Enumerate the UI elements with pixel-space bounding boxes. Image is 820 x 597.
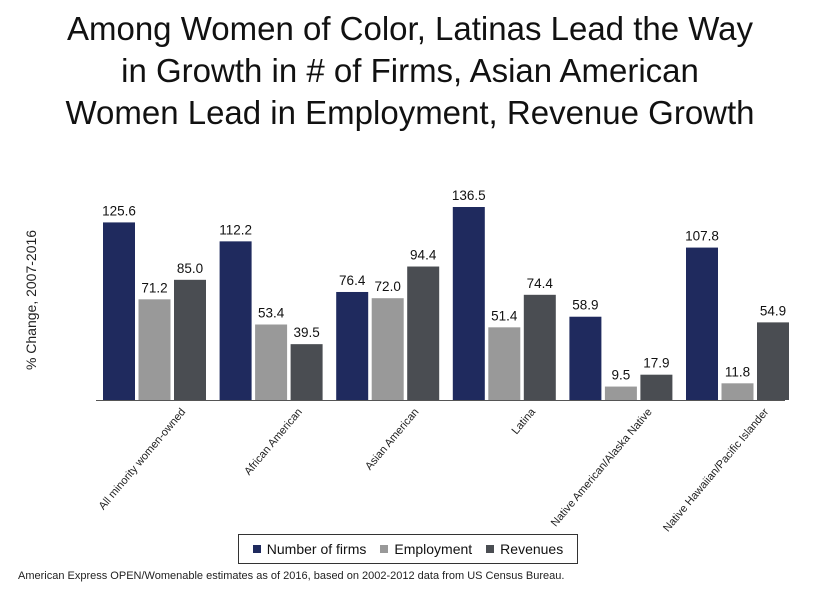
- x-tick-label-all-minority-women-owned: All minority women-owned: [97, 406, 189, 512]
- bar-employment-asian-american: [371, 298, 404, 400]
- title-line-1: Among Women of Color, Latinas Lead the W…: [66, 10, 754, 47]
- legend-item-revenues: Revenues: [486, 541, 563, 557]
- data-label-number-of-firms-all-minority-women-owned: 125.6: [102, 203, 136, 218]
- legend-swatch-revenues: [486, 545, 495, 553]
- bar-number-of-firms-african-american: [219, 241, 252, 400]
- bar-number-of-firms-latina: [452, 207, 485, 400]
- data-label-revenues-african-american: 39.5: [293, 325, 319, 340]
- bar-employment-all-minority-women-owned: [138, 299, 171, 400]
- x-tick-label-latina: Latina: [510, 406, 539, 437]
- bar-number-of-firms-asian-american: [336, 291, 369, 400]
- x-tick-label-native-american-alaska-native: Native American/Alaska Native: [549, 406, 655, 529]
- chart-title: Among Women of Color, Latinas Lead the W…: [0, 8, 820, 134]
- legend: Number of firms Employment Revenues: [238, 534, 578, 564]
- data-label-employment-native-hawaiian-pacific-islander: 11.8: [725, 364, 750, 379]
- x-tick-label-native-hawaiian-pacific-islander: Native Hawaiian/Pacific Islander: [661, 406, 771, 534]
- bar-revenues-native-hawaiian-pacific-islander: [757, 322, 789, 400]
- data-label-number-of-firms-native-hawaiian-pacific-islander: 107.8: [685, 229, 719, 244]
- bar-number-of-firms-native-american-alaska-native: [569, 316, 602, 400]
- legend-swatch-employment: [380, 545, 389, 553]
- legend-item-employment: Employment: [380, 541, 472, 557]
- data-label-number-of-firms-native-american-alaska-native: 58.9: [572, 298, 598, 313]
- data-label-number-of-firms-latina: 136.5: [452, 188, 486, 203]
- data-label-revenues-all-minority-women-owned: 85.0: [177, 261, 203, 276]
- data-label-employment-all-minority-women-owned: 71.2: [141, 280, 167, 295]
- data-label-number-of-firms-asian-american: 76.4: [339, 273, 366, 288]
- data-label-revenues-asian-american: 94.4: [410, 248, 437, 263]
- bar-employment-african-american: [255, 324, 288, 400]
- source-note: American Express OPEN/Womenable estimate…: [18, 570, 565, 582]
- data-label-employment-latina: 51.4: [491, 308, 518, 323]
- data-label-number-of-firms-african-american: 112.2: [219, 222, 252, 237]
- legend-label-number-of-firms: Number of firms: [266, 541, 367, 557]
- title-line-3: Women Lead in Employment, Revenue Growth: [65, 94, 755, 131]
- bar-revenues-latina: [523, 294, 556, 400]
- legend-item-number-of-firms: Number of firms: [252, 541, 367, 557]
- data-label-revenues-native-hawaiian-pacific-islander: 54.9: [760, 303, 786, 318]
- data-label-employment-african-american: 53.4: [258, 305, 285, 320]
- bar-revenues-native-american-alaska-native: [640, 374, 673, 400]
- data-label-employment-native-american-alaska-native: 9.5: [612, 368, 631, 383]
- bar-number-of-firms-all-minority-women-owned: [103, 222, 135, 400]
- title-line-2: in Growth in # of Firms, Asian American: [121, 52, 699, 89]
- bar-revenues-all-minority-women-owned: [174, 279, 206, 400]
- x-tick-label-african-american: African American: [242, 406, 305, 477]
- bar-revenues-asian-american: [407, 266, 440, 400]
- legend-label-employment: Employment: [394, 541, 473, 557]
- bar-revenues-african-american: [290, 344, 323, 400]
- data-label-employment-asian-american: 72.0: [375, 279, 401, 294]
- bar-employment-native-hawaiian-pacific-islander: [721, 383, 754, 400]
- legend-label-revenues: Revenues: [500, 541, 564, 557]
- x-tick-label-asian-american: Asian American: [363, 406, 421, 472]
- legend-swatch-number-of-firms: [252, 545, 261, 553]
- data-label-revenues-latina: 74.4: [527, 276, 554, 291]
- data-label-revenues-native-american-alaska-native: 17.9: [643, 356, 669, 371]
- bar-employment-latina: [488, 327, 521, 400]
- bar-number-of-firms-native-hawaiian-pacific-islander: [686, 247, 718, 400]
- y-axis-label: % Change, 2007-2016: [23, 230, 39, 370]
- bar-employment-native-american-alaska-native: [604, 386, 637, 400]
